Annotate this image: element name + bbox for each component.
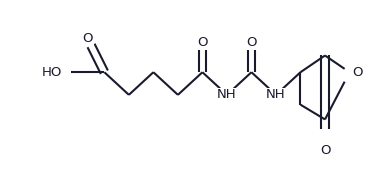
Text: O: O [320, 144, 330, 157]
Text: O: O [197, 36, 208, 49]
Text: O: O [352, 66, 363, 79]
Text: O: O [246, 36, 257, 49]
Text: NH: NH [266, 88, 286, 101]
Text: HO: HO [42, 66, 62, 79]
Text: NH: NH [217, 88, 237, 101]
Text: O: O [82, 32, 93, 45]
